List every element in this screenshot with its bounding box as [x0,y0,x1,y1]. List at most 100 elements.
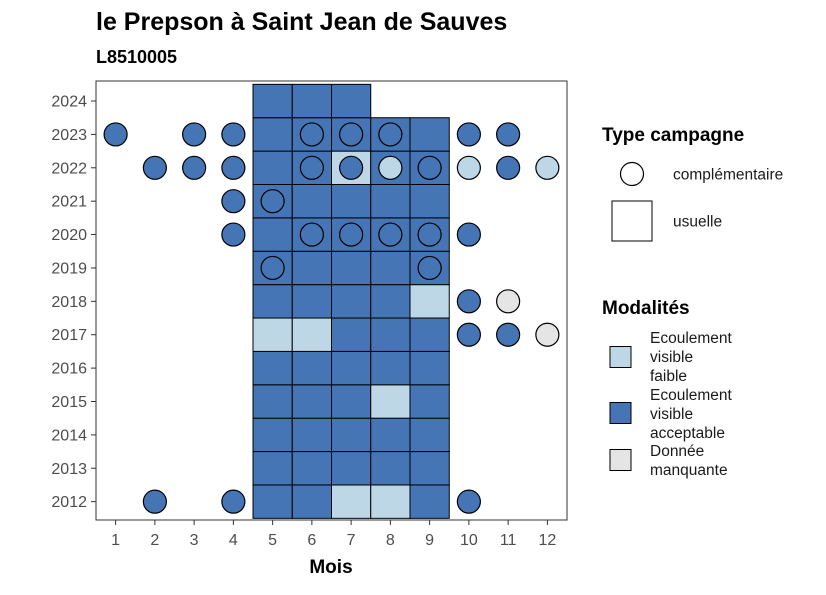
tile-2018-6 [291,284,332,319]
tile-2022-5 [252,150,293,185]
chart-subtitle: L8510005 [96,47,177,67]
point-2019-9 [417,255,442,281]
tile-2024-5 [252,83,293,119]
point-2017-12 [535,322,560,347]
y-tick-label: 2015 [51,394,87,411]
tile-2019-7 [331,250,372,286]
point-2023-11 [496,122,521,147]
y-tick-label: 2019 [51,260,87,277]
tile-2014-8 [370,417,411,453]
legend-mod-label: Ecoulement visible faible [650,330,733,385]
y-tick-label: 2017 [51,327,87,344]
tile-2016-5 [252,350,293,386]
tile-2013-7 [331,451,372,486]
x-tick-label: 3 [190,532,199,549]
tile-2014-9 [409,417,450,453]
tile-2019-8 [370,250,411,286]
point-2012-10 [456,489,481,514]
y-tick-label: 2022 [51,160,87,177]
point-2018-10 [456,289,481,314]
tile-2018-8 [370,284,411,319]
tile-2015-5 [252,384,293,419]
tile-2012-6 [291,484,332,519]
tile-2012-8 [370,484,411,519]
point-2018-11 [496,289,521,314]
y-tick-label: 2021 [51,194,87,211]
tile-2016-6 [291,350,332,386]
axes: 1 2 3 4 5 6 7 8 9 10 11 122012201320142015201620172… [51,80,568,549]
tile-2013-6 [291,451,332,486]
x-tick-label: 5 [268,532,277,549]
point-2020-10 [456,222,481,247]
tile-2013-5 [252,451,293,486]
point-2012-4 [221,489,246,514]
tile-2019-6 [291,250,332,286]
tile-2015-7 [331,384,372,419]
point-2017-10 [456,322,481,347]
tile-2013-8 [370,451,411,486]
legend-circle-key [619,161,645,187]
point-2020-8 [378,222,403,247]
point-2023-7 [339,122,364,147]
y-tick-label: 2024 [51,94,87,111]
tile-2017-8 [370,317,411,352]
point-2021-4 [221,189,246,214]
tile-2021-8 [370,183,411,219]
x-tick-label: 8 [386,532,395,549]
tile-2024-7 [331,83,372,119]
legend-mod-label: Donnée manquante [650,443,728,479]
tile-2014-7 [331,417,372,453]
tile-2020-5 [252,217,293,252]
point-2022-2 [142,155,167,180]
legend-mod-title: Modalités [602,298,690,319]
tile-2014-5 [252,417,293,453]
point-2020-7 [339,222,364,247]
legend-type-title: Type campagne [602,125,744,146]
tile-2016-7 [331,350,372,386]
tile-2021-9 [409,183,450,219]
point-2022-4 [221,155,246,180]
legend-type-label: complémentaire [673,167,783,184]
point-2022-3 [182,155,207,180]
legend-key-manquante [609,449,632,471]
chart-title: le Prepson à Saint Jean de Sauves [96,8,507,36]
legend-mod-label: Ecoulement visible acceptable [650,387,733,442]
tile-2018-9 [409,284,450,319]
x-tick-label: 4 [229,532,238,549]
y-tick-label: 2020 [51,227,87,244]
tile-2015-8 [370,384,411,419]
point-2022-12 [535,155,560,180]
tile-2013-9 [409,451,450,486]
tile-2023-5 [252,117,293,152]
point-2023-8 [378,122,403,147]
legend-key-acceptable [609,402,632,424]
point-2020-4 [221,222,246,247]
point-2017-11 [496,322,521,347]
legend-square-key [611,200,653,242]
y-tick-label: 2023 [51,127,87,144]
x-tick-label: 6 [307,532,316,549]
point-2023-1 [103,122,128,147]
x-tick-label: 2 [150,532,159,549]
tile-2024-6 [291,83,332,119]
point-2022-9 [417,155,442,180]
tile-2017-9 [409,317,450,352]
x-axis-title: Mois [309,557,352,578]
tile-2021-7 [331,183,372,219]
point-2019-5 [260,255,285,281]
legend-type-label: usuelle [673,214,722,231]
y-tick-label: 2016 [51,361,87,378]
point-2012-2 [142,489,167,514]
x-tick-label: 10 [460,532,478,549]
point-2022-10 [456,155,481,180]
tile-2014-6 [291,417,332,453]
y-tick-label: 2018 [51,294,87,311]
point-2023-3 [182,122,207,147]
legend-key-faible [609,346,632,368]
tile-2012-9 [409,484,450,519]
y-tick-label: 2012 [51,494,87,511]
point-2020-9 [417,222,442,247]
point-2022-8 [378,155,403,180]
tile-2017-6 [291,317,332,352]
